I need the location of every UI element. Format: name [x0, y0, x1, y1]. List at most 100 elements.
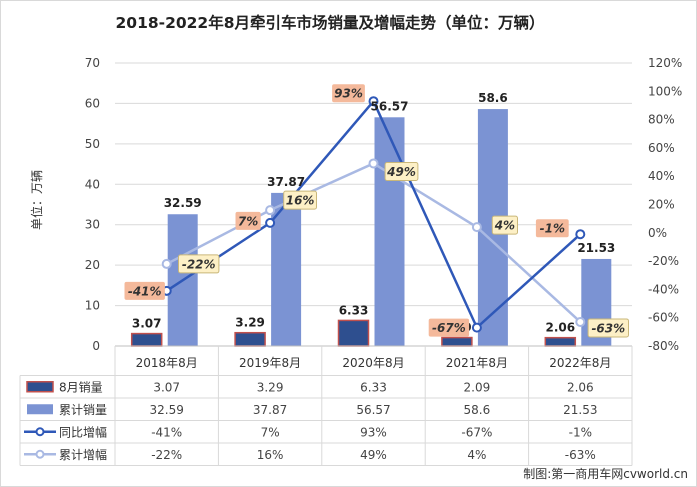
table-cell: 6.33 [360, 380, 387, 394]
legend-label: 8月销量 [59, 380, 103, 394]
line-yoy-growth-point [471, 322, 482, 333]
legend-key-0 [26, 381, 54, 393]
label-cumulative-growth-box [384, 161, 419, 181]
left-tick-label: 70 [85, 56, 100, 70]
label-cumulative-growth: 4% [494, 219, 515, 233]
bar-monthly-sales [441, 336, 473, 347]
right-tick-label: -40% [648, 282, 679, 296]
table-cell: 7% [261, 425, 280, 439]
line-cumulative-growth-point [575, 316, 586, 327]
left-tick-label: 0 [92, 339, 100, 353]
line-cumulative-growth-point [265, 205, 276, 216]
bar-cumulative-sales [271, 192, 302, 346]
label-cumulative-growth-box [491, 215, 518, 235]
label-yoy-growth-box [428, 318, 470, 337]
right-tick-label: 60% [648, 141, 675, 155]
label-yoy-growth-box [235, 211, 261, 230]
table-cell: 56.57 [356, 403, 390, 417]
label-cumulative-growth-box [587, 318, 629, 338]
label-cumulative-sales: 32.59 [164, 196, 202, 210]
line-cumulative-growth [166, 162, 582, 323]
legend-key-marker-2 [35, 427, 45, 437]
lines [161, 96, 586, 333]
table-cell: 2.06 [567, 380, 594, 394]
label-cumulative-growth: 16% [286, 194, 315, 208]
label-cumulative-growth-box [283, 190, 318, 210]
right-tick-label: 40% [648, 169, 675, 183]
table-cell: -41% [151, 425, 182, 439]
label-cumulative-sales: 37.87 [267, 175, 305, 189]
bar-monthly-sales [337, 319, 370, 347]
table-cell: 93% [360, 425, 387, 439]
label-yoy-growth-box [535, 219, 569, 238]
legend-label: 累计销量 [59, 403, 107, 417]
table-cell: 37.87 [253, 403, 287, 417]
table-cell: 32.59 [150, 403, 184, 417]
x-tick-label: 2020年8月 [342, 356, 404, 370]
x-tick-label: 2022年8月 [549, 356, 611, 370]
label-cumulative-sales: 58.6 [478, 91, 508, 105]
label-yoy-growth: 7% [238, 214, 258, 228]
left-tick-label: 30 [85, 218, 100, 232]
table-cell: 16% [257, 448, 284, 462]
right-tick-label: 100% [648, 84, 682, 98]
axes: 0 10 20 30 40 50 60 70 -80% -60% -40% -20% 0% 20% 40% 6… [85, 56, 683, 353]
table-cell: 4% [467, 448, 486, 462]
label-monthly-sales: 3.29 [235, 316, 265, 330]
label-monthly-sales: 6.33 [339, 303, 369, 317]
y-axis-label: 单位：万辆 [29, 170, 44, 230]
legend-key-marker-3 [35, 449, 45, 459]
data-labels: 3.0732.593.2937.876.3356.572.0958.62.062… [124, 84, 629, 338]
data-table: 2018年8月 2019年8月 2020年8月 2021年8月 2022年8月 8月销量 3… [19, 346, 633, 466]
table-cell: 3.07 [153, 380, 180, 394]
table-cell: 49% [360, 448, 387, 462]
line-yoy-growth-point [265, 217, 276, 228]
label-monthly-sales: 2.06 [545, 321, 575, 335]
line-cumulative-growth-point [368, 158, 379, 169]
left-tick-label: 60 [85, 96, 100, 110]
table-cell: -63% [565, 448, 596, 462]
right-tick-label: 0% [648, 226, 667, 240]
label-yoy-growth-box [332, 84, 365, 103]
right-tick-label: -20% [648, 254, 679, 268]
line-yoy-growth [166, 98, 582, 330]
label-cumulative-sales: 56.57 [371, 99, 409, 113]
label-yoy-growth: -67% [432, 321, 466, 335]
left-tick-label: 40 [85, 177, 100, 191]
line-yoy-growth-point [575, 229, 586, 240]
label-yoy-growth: 93% [334, 87, 363, 101]
legend-label: 累计增幅 [59, 447, 107, 462]
table-cell: -22% [151, 448, 182, 462]
legend-label: 同比增幅 [59, 424, 107, 439]
bar-monthly-sales [544, 336, 577, 347]
left-tick-label: 10 [85, 299, 100, 313]
table-cell: 21.53 [563, 403, 597, 417]
source-note: 制图:第一商用车网cvworld.cn [523, 466, 688, 481]
table-cell: -67% [461, 425, 492, 439]
table-cell: -1% [569, 425, 592, 439]
x-tick-label: 2018年8月 [136, 356, 198, 370]
line-yoy-growth-point [368, 96, 379, 107]
line-cumulative-growth-point [161, 258, 172, 269]
line-cumulative-growth-point [471, 222, 482, 233]
label-cumulative-sales: 21.53 [577, 241, 615, 255]
chart-title: 2018-2022年8月牵引车市场销量及增幅走势（单位：万辆） [116, 13, 545, 32]
label-cumulative-growth: 49% [386, 165, 416, 179]
bar-cumulative-sales [374, 117, 405, 347]
right-tick-label: 120% [648, 56, 682, 70]
label-yoy-growth: -1% [540, 222, 565, 236]
legend-key-1 [27, 404, 53, 415]
right-tick-label: -80% [648, 339, 679, 353]
label-yoy-growth: -41% [128, 284, 162, 298]
x-tick-label: 2019年8月 [239, 356, 301, 370]
x-tick-label: 2021年8月 [446, 356, 508, 370]
table-cell: 58.6 [464, 403, 491, 417]
left-tick-label: 20 [85, 258, 100, 272]
label-cumulative-growth: -63% [591, 321, 625, 335]
label-monthly-sales: 3.07 [132, 317, 162, 331]
table-cell: 2.09 [464, 380, 491, 394]
label-cumulative-growth-box [178, 254, 220, 274]
bar-monthly-sales [234, 331, 266, 347]
right-tick-label: 80% [648, 113, 675, 127]
